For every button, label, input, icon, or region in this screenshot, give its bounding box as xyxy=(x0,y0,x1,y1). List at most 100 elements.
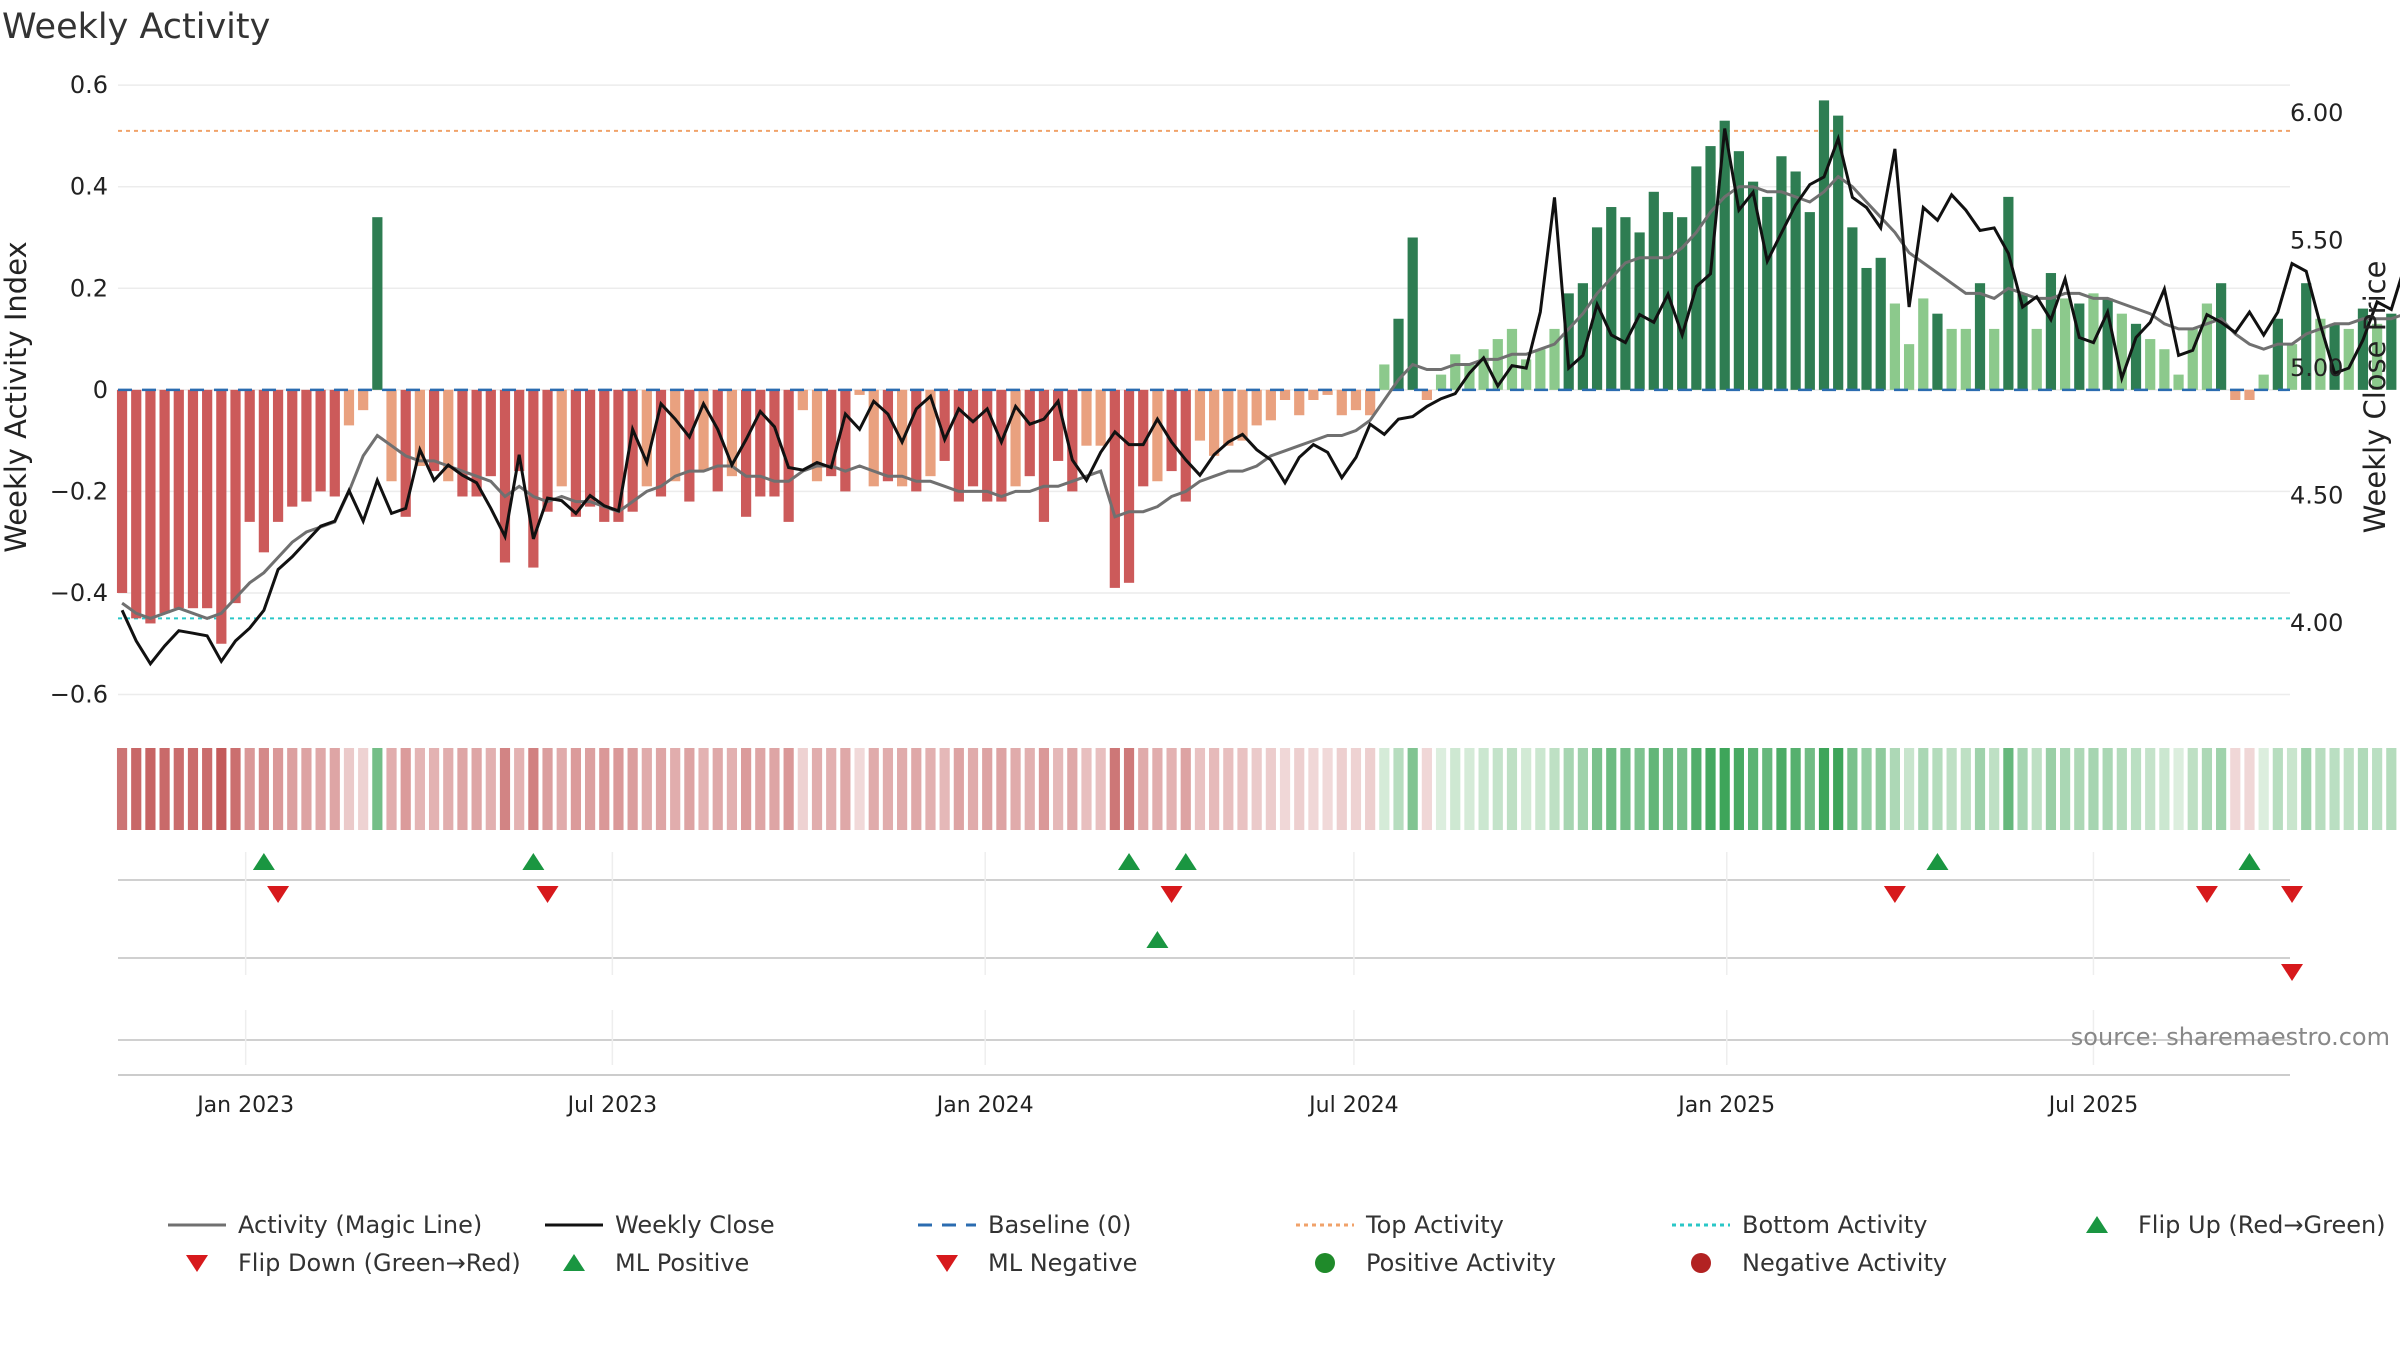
activity-bar xyxy=(1350,389,1362,411)
legend-label: ML Negative xyxy=(988,1249,1137,1277)
activity-bar xyxy=(1577,283,1588,390)
heat-strip-cell xyxy=(1677,748,1688,830)
activity-bar xyxy=(1535,349,1546,390)
legend-item: Flip Down (Green→Red) xyxy=(186,1249,521,1277)
activity-bar xyxy=(712,389,723,492)
legend-item: Negative Activity xyxy=(1691,1249,1947,1277)
heat-strip-cell xyxy=(1861,748,1872,830)
heat-strip-cell xyxy=(1038,748,1050,830)
heat-strip-cell xyxy=(996,748,1007,830)
heat-strip-cell xyxy=(826,748,837,830)
heat-strip-cell xyxy=(116,748,128,830)
heat-strip-cell xyxy=(2060,748,2071,830)
y-tick-label: 0.2 xyxy=(70,274,108,302)
x-tick-label: Jul 2023 xyxy=(566,1093,658,1118)
activity-bar xyxy=(1492,339,1503,390)
activity-bar xyxy=(1918,298,1929,390)
heat-strip-cell xyxy=(2230,748,2241,830)
flip-up-marker xyxy=(2238,853,2261,870)
legend-label: Negative Activity xyxy=(1742,1249,1947,1277)
heat-strip-cell xyxy=(1903,748,1915,830)
heat-strip-cell xyxy=(1719,748,1730,830)
activity-bar xyxy=(315,389,326,492)
heat-strip-cell xyxy=(1251,748,1262,830)
heat-strip-cell xyxy=(1237,748,1248,830)
heat-strip-cell xyxy=(400,748,411,830)
heat-strip-cell xyxy=(457,748,468,830)
activity-bar xyxy=(1265,389,1276,421)
heat-strip-cell xyxy=(2031,748,2042,830)
activity-bar xyxy=(2031,328,2042,390)
flip-down-marker xyxy=(2281,886,2304,903)
activity-bar xyxy=(840,389,851,492)
heat-strip-cell xyxy=(939,748,950,830)
heat-strip-cell xyxy=(2258,748,2269,830)
heat-strip-cell xyxy=(2173,748,2184,830)
activity-bar xyxy=(826,389,837,477)
activity-bar xyxy=(769,389,780,497)
legend-label: Bottom Activity xyxy=(1742,1211,1927,1239)
series-lines xyxy=(118,128,2400,667)
heat-strip-cell xyxy=(953,748,964,830)
heat-strip-cell xyxy=(1209,748,1220,830)
activity-bar xyxy=(2230,389,2241,400)
activity-bar xyxy=(1847,227,1858,390)
legend-item: Flip Up (Red→Green) xyxy=(2086,1211,2386,1239)
activity-bar xyxy=(1038,389,1050,522)
activity-bar xyxy=(740,389,752,517)
activity-bar xyxy=(2017,293,2028,390)
heat-strip-cell xyxy=(811,748,823,830)
activity-bar xyxy=(414,389,425,467)
activity-bar xyxy=(2329,323,2340,390)
activity-bar xyxy=(202,389,213,609)
heat-strip-cell xyxy=(2088,748,2099,830)
legend-swatch-dot xyxy=(1691,1253,1711,1273)
activity-bar xyxy=(1393,318,1404,390)
heat-strip-cell xyxy=(1521,748,1532,830)
activity-bar xyxy=(599,389,610,522)
heat-strip-cell xyxy=(670,748,681,830)
heat-strip-cell xyxy=(2130,748,2142,830)
heat-strip-cell xyxy=(244,748,255,830)
activity-bar xyxy=(301,389,312,502)
legend-swatch-triangle-up xyxy=(563,1254,585,1271)
legend-swatch-triangle-down xyxy=(936,1255,958,1272)
activity-bar xyxy=(1861,267,1872,390)
legend-label: Baseline (0) xyxy=(988,1211,1131,1239)
magic-line-series xyxy=(121,174,2400,620)
y-axis-label-left: Weekly Activity Index xyxy=(0,241,33,552)
heat-strip-cell xyxy=(1747,748,1759,830)
activity-bar xyxy=(755,389,766,497)
heat-strip-cell xyxy=(1804,748,1815,830)
heat-strip-cell xyxy=(1634,748,1645,830)
legend-swatch-dot xyxy=(1315,1253,1335,1273)
activity-bar xyxy=(1166,389,1177,472)
heat-strip-cell xyxy=(230,748,241,830)
heat-strip-cell xyxy=(1095,748,1106,830)
activity-bar xyxy=(897,389,908,487)
heat-strip-cell xyxy=(428,748,440,830)
heat-strip-cell xyxy=(1733,748,1744,830)
heat-strip-cell xyxy=(414,748,425,830)
activity-bar xyxy=(1606,207,1617,390)
activity-bar xyxy=(1194,389,1206,441)
heat-strip-cell xyxy=(2074,748,2085,830)
y-axis-label-right: Weekly Close Price xyxy=(2358,261,2392,534)
activity-bar xyxy=(1053,389,1064,461)
activity-bar xyxy=(1294,389,1305,416)
x-tick-label: Jan 2023 xyxy=(195,1093,294,1118)
heat-strip-cell xyxy=(2045,748,2057,830)
legend-swatch-triangle-up xyxy=(2086,1216,2108,1233)
activity-bar xyxy=(613,389,624,522)
heat-strip-cell xyxy=(556,748,567,830)
heat-strip-cell xyxy=(372,748,383,830)
ml-negative-marker xyxy=(2281,964,2304,981)
y-tick-label: −0.2 xyxy=(50,477,108,505)
activity-bar xyxy=(982,389,993,502)
legend-label: Flip Up (Red→Green) xyxy=(2138,1211,2386,1239)
heat-strip-cell xyxy=(1776,748,1787,830)
heat-strip-cell xyxy=(145,748,156,830)
x-tick-label: Jan 2025 xyxy=(1676,1093,1775,1118)
heat-strip-cell xyxy=(797,748,808,830)
heat-strip-cell xyxy=(187,748,199,830)
